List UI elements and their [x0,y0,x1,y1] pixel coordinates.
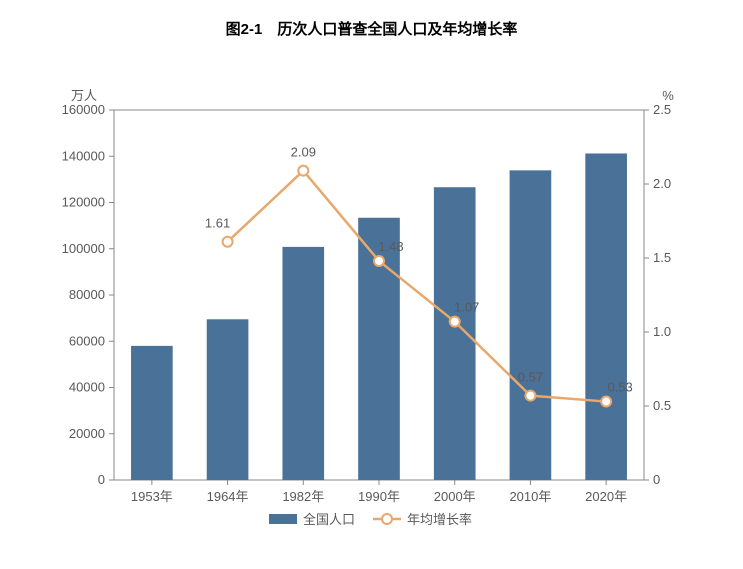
svg-text:2.09: 2.09 [291,145,316,160]
svg-text:2020年: 2020年 [585,489,627,504]
svg-text:60000: 60000 [69,333,105,348]
chart-svg: 0 20000 40000 60000 80000 100000 120000 140000 1… [48,80,708,550]
svg-text:1.07: 1.07 [454,300,479,315]
svg-text:0.53: 0.53 [607,380,632,395]
svg-text:年均增长率: 年均增长率 [407,512,472,527]
svg-text:40000: 40000 [69,380,105,395]
svg-text:0: 0 [653,472,660,487]
svg-text:1990年: 1990年 [358,489,400,504]
svg-text:0.5: 0.5 [653,398,671,413]
svg-text:1.0: 1.0 [653,324,671,339]
population-chart: 0 20000 40000 60000 80000 100000 120000 140000 1… [48,80,708,550]
svg-text:1.61: 1.61 [205,216,230,231]
svg-text:2.0: 2.0 [653,176,671,191]
svg-text:100000: 100000 [62,241,105,256]
svg-text:万人: 万人 [71,88,97,103]
svg-text:0: 0 [98,472,105,487]
svg-text:20000: 20000 [69,426,105,441]
svg-text:0.57: 0.57 [518,370,543,385]
svg-text:160000: 160000 [62,102,105,117]
chart-title: 图2-1 历次人口普查全国人口及年均增长率 [0,0,743,39]
svg-text:全国人口: 全国人口 [303,512,355,527]
svg-text:2.5: 2.5 [653,102,671,117]
svg-text:1953年: 1953年 [131,489,173,504]
svg-text:120000: 120000 [62,195,105,210]
svg-text:80000: 80000 [69,287,105,302]
svg-text:1964年: 1964年 [207,489,249,504]
svg-text:2010年: 2010年 [509,489,551,504]
svg-text:1.48: 1.48 [378,239,403,254]
svg-text:1982年: 1982年 [282,489,324,504]
svg-text:1.5: 1.5 [653,250,671,265]
svg-text:2000年: 2000年 [434,489,476,504]
svg-text:140000: 140000 [62,148,105,163]
svg-text:%: % [662,88,674,103]
